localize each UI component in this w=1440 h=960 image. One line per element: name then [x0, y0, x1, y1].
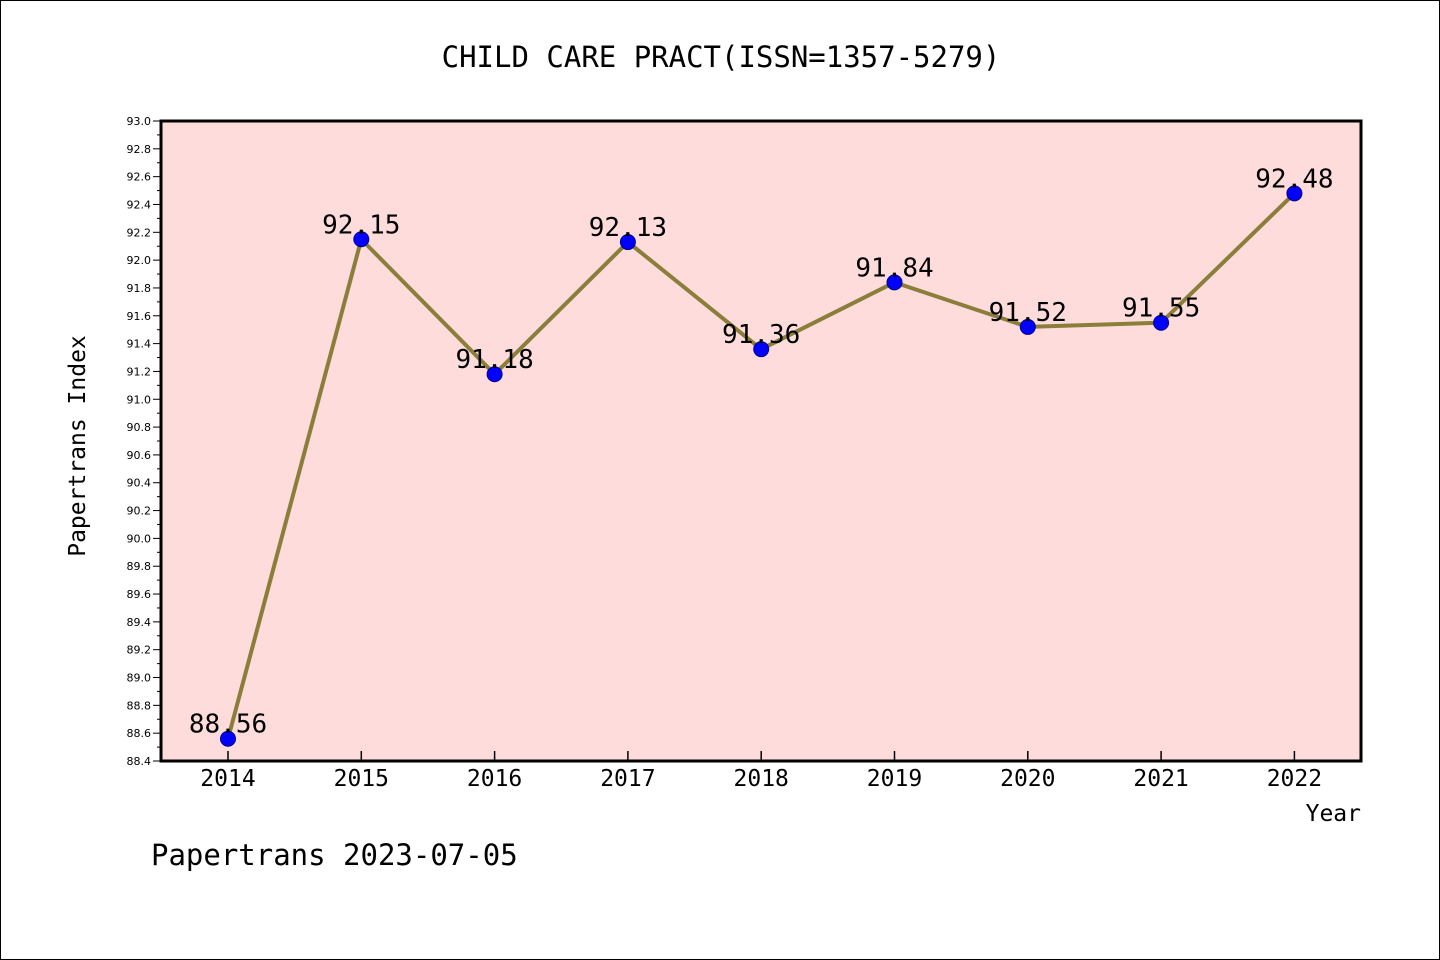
y-tick-label: 88.8: [127, 699, 152, 712]
chart-title: CHILD CARE PRACT(ISSN=1357-5279): [442, 40, 1001, 74]
y-tick-label: 89.8: [127, 560, 152, 573]
x-tick-label: 2018: [734, 766, 789, 792]
data-point: [1153, 314, 1170, 331]
y-tick-label: 90.2: [127, 505, 152, 518]
data-point: [220, 730, 236, 747]
y-tick-label: 91.6: [127, 310, 152, 323]
y-tick-label: 88.4: [127, 755, 152, 768]
y-tick-label: 91.4: [127, 338, 152, 351]
data-label: 91.18: [455, 345, 533, 375]
x-tick-label: 2014: [200, 766, 255, 792]
x-tick-label: 2015: [334, 766, 389, 792]
series-line-segment: [492, 240, 630, 377]
data-label: 92.15: [322, 210, 400, 240]
data-point: [353, 231, 370, 248]
series-line-segment: [625, 240, 764, 352]
y-tick-label: 90.4: [127, 477, 152, 490]
y-axis-label: Papertrans Index: [65, 335, 91, 557]
y-tick-label: 93.0: [127, 115, 152, 128]
x-axis-label: Year: [1306, 801, 1361, 827]
y-tick-label: 88.6: [127, 727, 152, 740]
y-tick-label: 90.6: [127, 449, 152, 462]
x-tick-label: 2017: [600, 766, 655, 792]
y-tick-label: 89.4: [127, 616, 152, 629]
series-line-segment: [892, 280, 1030, 329]
data-label: 92.48: [1255, 164, 1333, 194]
footer-credit: Papertrans 2023-07-05: [151, 838, 518, 872]
y-tick-label: 89.2: [127, 644, 152, 657]
plot-area: [159, 119, 1363, 763]
data-point: [886, 274, 903, 291]
data-label-group: 88.56 92.15 91.18 92.13 91.36 91.84 91.52 91.55…: [189, 164, 1334, 739]
y-tick-label: 91.0: [127, 393, 152, 406]
y-tick-label: 91.8: [127, 282, 152, 295]
x-tick-label: 2021: [1133, 766, 1188, 792]
series-line-segment: [1025, 320, 1164, 329]
marker-group: [220, 185, 1303, 747]
y-tick-label: 92.2: [127, 226, 152, 239]
y-tick-label: 90.8: [127, 421, 152, 434]
y-tick-label: 92.0: [127, 254, 152, 267]
data-label: 91.36: [722, 320, 800, 350]
data-label: 91.84: [855, 253, 933, 283]
y-tick-label: 92.6: [127, 171, 152, 184]
data-label: 88.56: [189, 710, 267, 740]
data-label: 92.13: [589, 213, 667, 243]
y-tick-label: 89.6: [127, 588, 152, 601]
y-tick-label: 92.4: [127, 198, 152, 211]
data-label: 91.55: [1122, 294, 1200, 324]
y-tick-label: 89.0: [127, 672, 152, 685]
y-axis: 88.4 88.6 88.8 89.0 89.2 89.4 89.6 89.8 90.0 90.2…: [127, 115, 161, 768]
y-tick-label: 90.0: [127, 532, 152, 545]
x-tick-label: 2020: [1000, 766, 1055, 792]
data-point: [619, 234, 636, 251]
data-point: [753, 341, 770, 358]
x-tick-label: 2022: [1267, 766, 1322, 792]
data-label: 91.52: [989, 298, 1067, 328]
y-tick-label: 92.8: [127, 143, 152, 156]
x-tick-label: 2019: [867, 766, 922, 792]
series-line-group: [226, 191, 1297, 741]
data-point: [1019, 318, 1036, 335]
series-line-segment: [1159, 191, 1297, 325]
series-line-segment: [359, 237, 497, 377]
y-tick-label: 91.2: [127, 365, 152, 378]
x-axis: 2014 2015 2016 2017 2018 2019 2020 2021 2022: [200, 751, 1322, 792]
x-tick-label: 2016: [467, 766, 522, 792]
series-line-segment: [226, 237, 364, 741]
data-point: [486, 366, 503, 383]
data-point: [1286, 185, 1303, 202]
series-line-segment: [759, 280, 897, 352]
